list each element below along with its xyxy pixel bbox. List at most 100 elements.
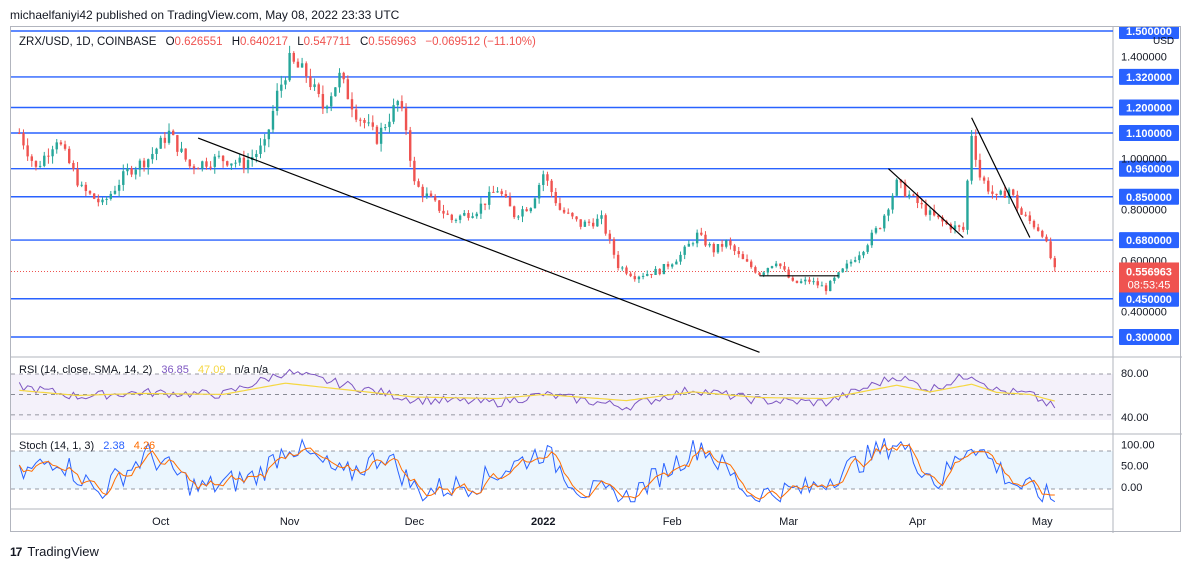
candle-body <box>142 160 146 168</box>
candle-body <box>1024 214 1027 216</box>
candle-body <box>321 94 325 109</box>
candle-body <box>113 190 117 194</box>
level-label-bg <box>1119 99 1179 116</box>
level-label: 1.200000 <box>1126 103 1172 115</box>
candle-body <box>533 198 537 209</box>
candle-body <box>887 209 890 216</box>
candle-body <box>1045 236 1048 242</box>
candle-body <box>167 130 171 143</box>
candle-body <box>816 281 819 286</box>
candle-body <box>974 135 977 160</box>
candle-body <box>438 200 441 211</box>
chart-svg[interactable]: 1.500000 1.320000 1.200000 1.100000 0.960000… <box>11 23 1182 533</box>
candle-body <box>837 272 840 278</box>
candle-body <box>375 126 379 144</box>
candle-body <box>982 177 986 181</box>
candle-body <box>147 159 150 168</box>
candle-body <box>1032 220 1036 228</box>
level-label: 0.960000 <box>1126 164 1172 176</box>
level-label-bg <box>1119 68 1179 85</box>
candle-body <box>874 228 878 233</box>
candle-body <box>425 193 429 197</box>
rsi-band <box>11 374 1113 420</box>
candle-body <box>488 191 491 205</box>
candle-body <box>346 79 350 100</box>
candles-layer <box>18 45 1056 295</box>
candle-body <box>492 191 495 193</box>
candle-body <box>479 203 483 214</box>
candle-body <box>770 266 774 269</box>
candle-body <box>716 244 720 253</box>
level-label-bg <box>1119 160 1179 177</box>
candle-body <box>429 193 433 197</box>
candle-body <box>895 179 898 196</box>
candle-body <box>625 267 628 274</box>
trendline <box>971 117 1031 238</box>
candle-body <box>779 263 782 267</box>
candle-body <box>916 194 919 204</box>
candle-body <box>575 216 578 220</box>
candle-body <box>987 180 990 192</box>
candle-body <box>621 267 624 269</box>
candle-body <box>300 63 304 68</box>
candle-body <box>512 206 516 218</box>
candle-body <box>371 122 374 127</box>
candle-body <box>242 157 246 169</box>
candle-body <box>105 198 108 200</box>
trendline <box>888 168 964 238</box>
publisher-line: michaelfaniyi42 published on TradingView… <box>10 8 400 22</box>
candle-body <box>404 108 408 131</box>
candle-body <box>600 215 603 219</box>
time-tick-label: Nov <box>280 516 300 528</box>
candle-body <box>1016 194 1019 209</box>
candle-body <box>962 226 965 230</box>
candle-body <box>741 254 745 260</box>
candle-body <box>413 160 416 182</box>
candle-body <box>762 272 765 276</box>
candle-body <box>766 268 770 273</box>
candle-body <box>88 191 92 194</box>
candle-body <box>878 228 882 230</box>
candle-body <box>824 285 828 292</box>
level-label-bg <box>1119 125 1179 141</box>
candle-body <box>313 84 316 88</box>
candle-body <box>812 281 815 283</box>
candle-body <box>658 268 661 275</box>
candle-body <box>500 191 503 195</box>
candle-body <box>275 90 279 111</box>
stoch-k-line <box>18 438 1056 503</box>
candle-body <box>163 137 167 143</box>
candle-body <box>654 268 657 275</box>
candle-body <box>671 264 674 267</box>
candle-body <box>246 160 250 169</box>
candle-body <box>920 203 923 205</box>
candle-body <box>737 251 740 255</box>
candle-body <box>134 169 137 175</box>
candle-body <box>68 148 71 164</box>
candle-body <box>421 186 424 197</box>
candle-body <box>521 209 524 217</box>
candle-body <box>820 285 824 287</box>
candle-body <box>691 243 695 245</box>
candle-body <box>51 149 54 157</box>
trendlines-layer <box>197 117 1031 353</box>
candle-body <box>1053 258 1056 268</box>
candle-body <box>774 263 778 267</box>
candle-body <box>941 217 944 222</box>
candle-body <box>22 133 25 146</box>
candle-body <box>758 272 761 276</box>
candle-body <box>263 139 266 146</box>
candle-body <box>84 184 88 192</box>
candle-body <box>567 212 570 214</box>
candle-body <box>829 280 832 292</box>
candle-body <box>442 210 445 214</box>
candle-body <box>267 129 271 140</box>
level-label: 0.850000 <box>1126 192 1172 204</box>
candle-body <box>546 174 549 181</box>
price-tick-label: 1.000000 <box>1121 154 1167 166</box>
candle-body <box>1036 227 1040 231</box>
tradingview-logo-icon: 17 <box>10 544 22 559</box>
candle-body <box>325 106 329 109</box>
stoch-legend: Stoch (14, 1, 3) 2.38 4.26 <box>19 440 155 452</box>
candle-body <box>804 279 807 282</box>
